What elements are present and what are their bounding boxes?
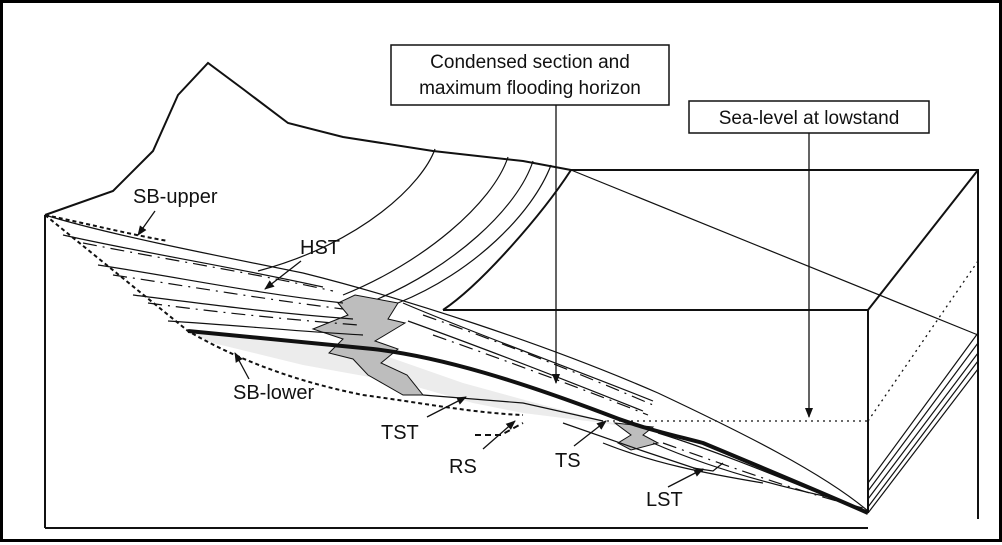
label-sb-lower: SB-lower [233,352,314,404]
lowstand-sea-level-line [601,260,979,422]
ts-text: TS [555,450,581,472]
condensed-section-upper [311,294,425,396]
rs-text: RS [449,456,477,478]
lst-text: LST [646,489,683,511]
sequence-boundary-lower [44,214,524,416]
block-outline [44,169,979,529]
label-sb-upper: SB-upper [133,186,218,236]
condensed-section-label-line2: maximum flooding horizon [419,78,641,99]
sb-upper-text: SB-upper [133,186,218,208]
land-surface [44,61,572,311]
maximum-flooding-surface [187,329,869,515]
condensed-section-box [390,44,670,106]
shoreline-contours [257,148,979,336]
label-rs: RS [449,420,516,478]
sea-level-callout: Sea-level at lowstand [688,100,930,418]
condensed-section-label-line1: Condensed section and [430,52,630,73]
sea-level-label: Sea-level at lowstand [719,108,900,129]
condensed-section-lower [613,422,660,451]
sequence-stratigraphy-block-diagram: Condensed section and maximum flooding h… [44,44,979,529]
label-ts: TS [555,420,607,472]
sb-lower-text: SB-lower [233,382,314,404]
ravinement-surface [475,422,524,436]
sequence-boundary-upper [44,214,169,242]
condensed-section-callout: Condensed section and maximum flooding h… [390,44,670,384]
sediment-wedge [44,214,979,515]
tst-text: TST [381,422,419,444]
hst-text: HST [300,237,340,259]
label-lst: LST [646,468,704,511]
label-hst: HST [264,237,340,290]
label-tst: TST [381,396,467,444]
